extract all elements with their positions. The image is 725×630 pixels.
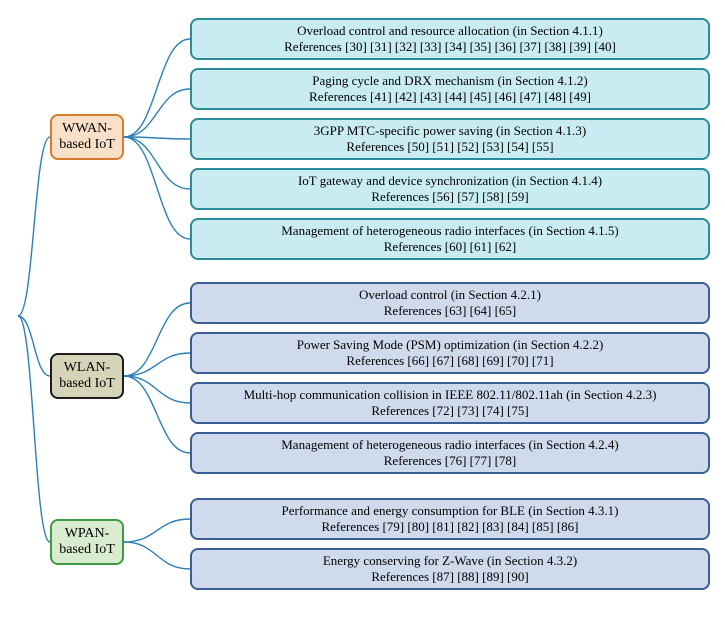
child-title: Overload control (in Section 4.2.1) — [359, 287, 541, 303]
parent-label: WWAN- based IoT — [59, 121, 115, 153]
child-box: Overload control (in Section 4.2.1)Refer… — [190, 282, 710, 324]
child-refs: References [50] [51] [52] [53] [54] [55] — [346, 139, 553, 155]
child-refs: References [60] [61] [62] — [384, 239, 516, 255]
parent-wlan: WLAN- based IoT — [50, 353, 124, 399]
child-title: 3GPP MTC-specific power saving (in Secti… — [314, 123, 586, 139]
child-box: Power Saving Mode (PSM) optimization (in… — [190, 332, 710, 374]
child-title: Management of heterogeneous radio interf… — [281, 437, 619, 453]
child-refs: References [63] [64] [65] — [384, 303, 516, 319]
parent-wwan: WWAN- based IoT — [50, 114, 124, 160]
child-refs: References [66] [67] [68] [69] [70] [71] — [346, 353, 553, 369]
child-title: IoT gateway and device synchronization (… — [298, 173, 602, 189]
child-box: Energy conserving for Z-Wave (in Section… — [190, 548, 710, 590]
child-refs: References [79] [80] [81] [82] [83] [84]… — [321, 519, 578, 535]
parent-label: WPAN- based IoT — [59, 526, 115, 558]
child-refs: References [30] [31] [32] [33] [34] [35]… — [284, 39, 616, 55]
child-box: Management of heterogeneous radio interf… — [190, 218, 710, 260]
child-box: Performance and energy consumption for B… — [190, 498, 710, 540]
child-title: Paging cycle and DRX mechanism (in Secti… — [312, 73, 587, 89]
child-refs: References [87] [88] [89] [90] — [371, 569, 528, 585]
child-box: Management of heterogeneous radio interf… — [190, 432, 710, 474]
child-refs: References [72] [73] [74] [75] — [371, 403, 528, 419]
child-refs: References [56] [57] [58] [59] — [371, 189, 528, 205]
child-title: Management of heterogeneous radio interf… — [281, 223, 619, 239]
child-box: Overload control and resource allocation… — [190, 18, 710, 60]
child-title: Power Saving Mode (PSM) optimization (in… — [297, 337, 604, 353]
parent-label: WLAN- based IoT — [59, 360, 115, 392]
child-box: Paging cycle and DRX mechanism (in Secti… — [190, 68, 710, 110]
child-box: IoT gateway and device synchronization (… — [190, 168, 710, 210]
diagram-stage: WWAN- based IoT Overload control and reso… — [0, 0, 725, 630]
child-refs: References [41] [42] [43] [44] [45] [46]… — [309, 89, 591, 105]
child-title: Energy conserving for Z-Wave (in Section… — [323, 553, 577, 569]
child-title: Performance and energy consumption for B… — [282, 503, 619, 519]
child-title: Overload control and resource allocation… — [297, 23, 603, 39]
parent-wpan: WPAN- based IoT — [50, 519, 124, 565]
child-refs: References [76] [77] [78] — [384, 453, 516, 469]
child-title: Multi-hop communication collision in IEE… — [244, 387, 657, 403]
child-box: Multi-hop communication collision in IEE… — [190, 382, 710, 424]
child-box: 3GPP MTC-specific power saving (in Secti… — [190, 118, 710, 160]
